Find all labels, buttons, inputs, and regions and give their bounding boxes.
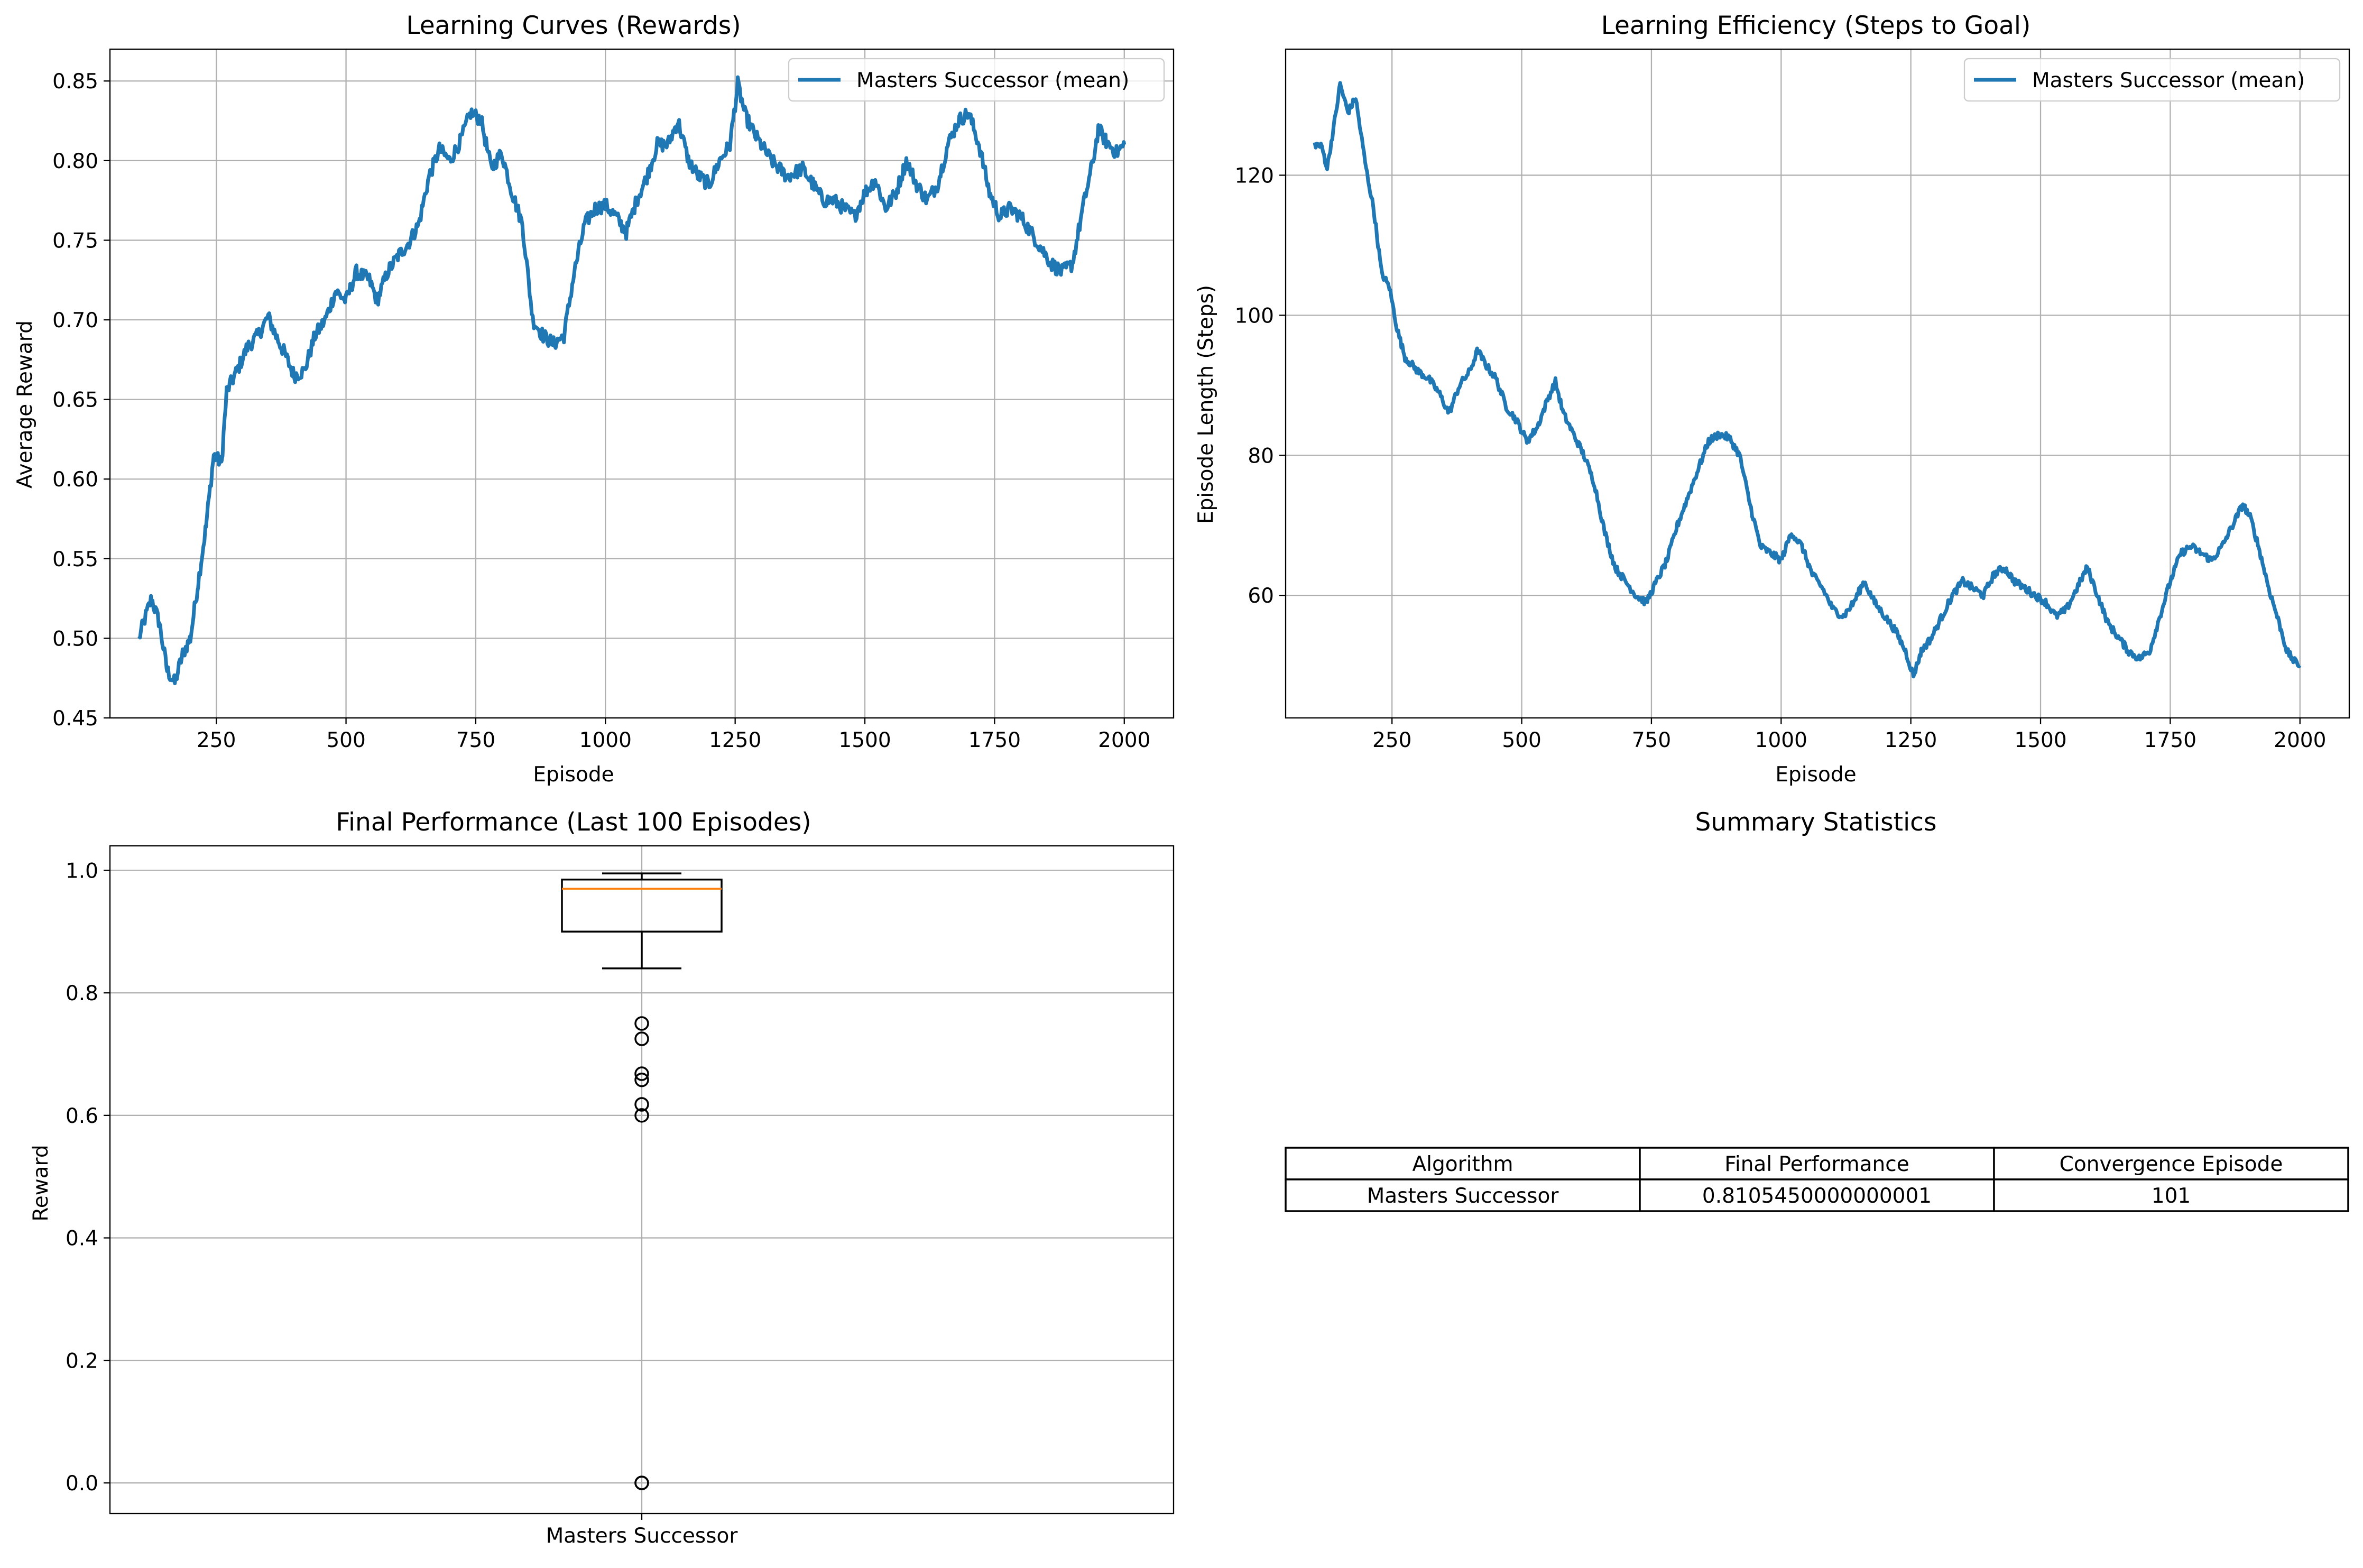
x-tick-label: 1750 — [968, 728, 1021, 752]
summary-table: Summary Statistics Algorithm Final Perfor… — [1285, 808, 2349, 1212]
steps-series-line — [1313, 81, 2302, 679]
rewards-plot-xlabel: Episode — [533, 763, 614, 787]
y-tick-label: 0.75 — [52, 229, 98, 253]
table-cell — [1993, 1178, 2349, 1212]
iqr-box — [561, 878, 723, 933]
x-tick-label: 1500 — [2014, 728, 2066, 752]
y-tick-label: 60 — [1248, 584, 1274, 608]
rewards-series-line — [137, 75, 1127, 686]
table-cell-text: 101 — [2152, 1184, 2191, 1208]
table-cell — [1285, 1178, 1641, 1212]
y-tick-label: 100 — [1235, 304, 1274, 328]
x-tick-label: 500 — [1502, 728, 1541, 752]
x-tick-label: 1000 — [1755, 728, 1807, 752]
table-header-text: Convergence Episode — [2060, 1152, 2283, 1176]
x-tick-label: 2000 — [1098, 728, 1150, 752]
x-tick-label: 750 — [1632, 728, 1671, 752]
y-tick-label: 0.70 — [52, 309, 98, 333]
y-tick-label: 0.65 — [52, 389, 98, 412]
y-tick-label: 0.0 — [66, 1472, 98, 1496]
x-tick-label: 1250 — [1885, 728, 1937, 752]
final-performance-title: Final Performance (Last 100 Episodes) — [336, 808, 811, 837]
summary-table-title: Summary Statistics — [1695, 808, 1937, 837]
x-tick-label: 2000 — [2274, 728, 2326, 752]
outlier-point — [634, 1066, 649, 1081]
x-tick-label: 750 — [456, 728, 495, 752]
y-tick-label: 0.85 — [52, 70, 98, 94]
y-tick-label: 0.2 — [66, 1349, 98, 1373]
outlier-point — [634, 1097, 649, 1112]
y-tick-label: 0.6 — [66, 1104, 98, 1128]
steps-axes-frame — [1285, 48, 2350, 719]
rewards-plot-title: Learning Curves (Rewards) — [406, 11, 741, 40]
final-performance-ylabel: Reward — [29, 1145, 53, 1221]
y-tick-label: 0.55 — [52, 548, 98, 571]
table-header-text: Final Performance — [1724, 1152, 1909, 1176]
table-cell-text: Masters Successor — [1367, 1184, 1559, 1208]
rewards-legend-label: Masters Successor (mean) — [856, 69, 1129, 93]
y-tick-label: 0.8 — [66, 982, 98, 1006]
y-tick-label: 0.50 — [52, 627, 98, 651]
x-tick-label: 1750 — [2144, 728, 2196, 752]
rewards-axes-frame — [109, 48, 1175, 719]
x-tick-label: 1000 — [579, 728, 632, 752]
outlier-point — [634, 1108, 649, 1123]
steps-plot-xlabel: Episode — [1775, 763, 1856, 787]
rewards-plot-ylabel: Average Reward — [13, 320, 37, 488]
y-tick-label: 0.4 — [66, 1227, 98, 1251]
x-tick-label: 1500 — [838, 728, 891, 752]
y-tick-label: 1.0 — [66, 859, 98, 883]
x-tick-label: 500 — [326, 728, 365, 752]
steps-legend-label: Masters Successor (mean) — [2032, 69, 2305, 93]
rewards-plot: Learning Curves (Rewards) Episode Averag… — [13, 11, 1175, 787]
x-tick-label: 1250 — [709, 728, 761, 752]
x-tick-label: 250 — [197, 728, 236, 752]
table-header-cell — [1285, 1147, 1641, 1180]
outlier-point — [634, 1016, 649, 1031]
final-performance-plot: Final Performance (Last 100 Episodes) Re… — [29, 808, 1175, 1548]
steps-plot-ylabel: Episode Length (Steps) — [1194, 285, 1218, 524]
outlier-point — [634, 1072, 649, 1087]
y-tick-label: 80 — [1248, 444, 1274, 468]
y-tick-label: 0.45 — [52, 707, 98, 731]
x-tick-label: Masters Successor — [546, 1524, 739, 1548]
steps-plot: Learning Efficiency (Steps to Goal) Epis… — [1194, 11, 2350, 787]
table-cell-text: 0.8105450000000001 — [1702, 1184, 1932, 1208]
outlier-point — [634, 1475, 649, 1490]
y-tick-label: 120 — [1235, 164, 1274, 188]
table-header-text: Algorithm — [1412, 1152, 1513, 1176]
outlier-point — [634, 1031, 649, 1046]
table-header-cell — [1993, 1147, 2349, 1180]
y-tick-label: 0.80 — [52, 150, 98, 173]
table-header-cell — [1639, 1147, 1995, 1180]
x-tick-label: 250 — [1372, 728, 1411, 752]
rewards-legend-box — [788, 58, 1165, 102]
steps-legend-box — [1963, 58, 2341, 102]
steps-plot-title: Learning Efficiency (Steps to Goal) — [1601, 11, 2031, 40]
y-tick-label: 0.60 — [52, 468, 98, 492]
